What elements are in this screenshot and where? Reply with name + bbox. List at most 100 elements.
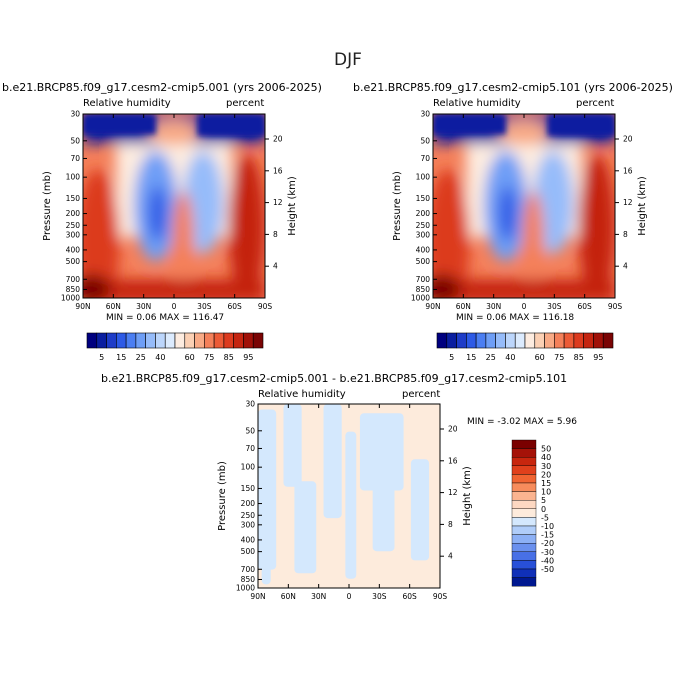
diff-colorbar-label: -10 <box>541 522 554 531</box>
panel1-y-tick-label: 500 <box>66 257 81 266</box>
diff-colorbar-swatch <box>511 491 537 501</box>
panel3-x-tick-label: 30S <box>372 592 387 601</box>
diff-colorbar-swatch <box>511 457 537 467</box>
panel2-colorbar-label: 25 <box>486 353 496 362</box>
panel2-units-label: percent <box>576 98 615 109</box>
panel3-title: b.e21.BRCP85.f09_g17.cesm2-cmip5.001 - b… <box>101 372 568 385</box>
panel1-colorbar: 5 15 25 40 60 75 85 95 <box>86 332 264 362</box>
diff-colorbar-label: -50 <box>541 565 554 574</box>
diff-colorbar-label: -20 <box>541 539 554 548</box>
diff-colorbar-swatch <box>511 439 537 449</box>
diff-negative-region <box>345 431 357 579</box>
diff-colorbar-swatch <box>511 577 537 587</box>
panel1-y2-tick-label: 16 <box>273 166 283 175</box>
panel2-moist-sp <box>578 154 615 298</box>
panel1-colorbar-swatch <box>86 332 98 349</box>
panel1-x-tick-label: 0 <box>172 302 177 311</box>
panel2-y2-tick-label: 12 <box>623 198 633 207</box>
panel1-y-tick-label: 50 <box>70 136 80 145</box>
panel2-colorbar-swatch <box>583 332 594 349</box>
panel2-surface-max <box>433 274 461 298</box>
diff-negative-region <box>359 413 404 491</box>
panel1-y-tick-label: 200 <box>66 209 81 218</box>
panel3-y2-tick-label: 16 <box>448 456 458 465</box>
diff-colorbar-swatch <box>511 474 537 484</box>
diff-field <box>258 404 440 588</box>
panel3-y2-tick-label: 12 <box>448 488 458 497</box>
panel1-colorbar-label: 5 <box>99 353 104 362</box>
panel2-colorbar-label: 75 <box>554 353 564 362</box>
panel2-colorbar-swatch <box>485 332 496 349</box>
panel2-strat-left <box>433 114 506 135</box>
panel1-colorbar-label: 15 <box>116 353 126 362</box>
panel2-colorbar-swatch <box>456 332 467 349</box>
panel3-y-axis-label: Pressure (mb) <box>217 461 228 531</box>
diff-colorbar-swatch <box>511 551 537 561</box>
panel2-field <box>433 114 615 298</box>
panel2-colorbar-label: 15 <box>466 353 476 362</box>
panel2-x-tick-label: 90N <box>425 302 440 311</box>
panel3-y-tick-label: 850 <box>241 575 256 584</box>
panel1-colorbar-swatch <box>252 332 264 349</box>
panel2-colorbar-label: 95 <box>593 353 603 362</box>
panel1-strat-left <box>83 114 156 135</box>
panel2-y-tick-label: 200 <box>416 209 431 218</box>
panel1-boundary-layer <box>83 279 265 298</box>
panel1-y-tick-label: 1000 <box>61 294 80 303</box>
panel3-units-label: percent <box>402 389 441 400</box>
diff-colorbar-swatch <box>511 508 537 518</box>
panel1-itcz <box>172 191 195 295</box>
panel1-colorbar-swatch <box>233 332 244 349</box>
panel2-colorbar: 5 15 25 40 60 75 85 95 <box>436 332 614 362</box>
panel2-y-tick-label: 500 <box>416 257 431 266</box>
panel1-colorbar-swatch <box>223 332 234 349</box>
diff-colorbar-label: -30 <box>541 548 554 557</box>
panel1-colorbar-swatch <box>106 332 117 349</box>
panel2-colorbar-swatch <box>495 332 506 349</box>
panel2-title: b.e21.BRCP85.f09_g17.cesm2-cmip5.101 (yr… <box>353 81 673 94</box>
panel3-y-tick-label: 150 <box>241 484 256 493</box>
figure-title: DJF <box>334 50 362 70</box>
panel2-y2-tick-label: 4 <box>623 262 628 271</box>
panel2-y-tick-label: 250 <box>416 221 431 230</box>
panel2-moist-np <box>433 169 470 298</box>
panel2-colorbar-swatch <box>544 332 555 349</box>
panel1-field-blend <box>83 114 265 298</box>
panel1-min-max: MIN = 0.06 MAX = 116.47 <box>106 313 225 323</box>
panel1-surface-max <box>83 274 111 298</box>
panel2-colorbar-swatch <box>466 332 477 349</box>
panel2-colorbar-swatch <box>475 332 487 349</box>
diff-colorbar-label: -15 <box>541 531 554 540</box>
panel1-dry-nh-core <box>148 185 167 241</box>
panel3-y-tick-label: 100 <box>241 463 256 472</box>
panel3-x-tick-label: 60N <box>281 592 296 601</box>
panel2-strat-blend <box>433 114 615 137</box>
panel3-min-max: MIN = -3.02 MAX = 5.96 <box>467 417 577 427</box>
panel1-colorbar-label: 85 <box>224 353 234 362</box>
panel1-y2-tick-label: 8 <box>273 230 278 239</box>
panel1-x-tick-label: 30S <box>197 302 212 311</box>
panel2-field-blend <box>433 114 615 298</box>
panel2-colorbar-label: 60 <box>535 353 545 362</box>
diff-colorbar-label: -5 <box>541 513 549 522</box>
panel2-colorbar-label: 5 <box>449 353 454 362</box>
panel3-y2-tick-label: 8 <box>448 520 453 529</box>
panel2-x-tick-label: 0 <box>522 302 527 311</box>
panel2-x-tick-label: 30S <box>547 302 562 311</box>
panel2-colorbar-swatch <box>524 332 536 349</box>
panel2-colorbar-swatch <box>602 332 614 349</box>
panel2-y-tick-label: 1000 <box>411 294 430 303</box>
panel3-y-tick-label: 50 <box>245 426 255 435</box>
panel1-y-tick-label: 250 <box>66 221 81 230</box>
panel2-strat-right <box>547 114 615 137</box>
panel1-colorbar-swatch <box>155 332 166 349</box>
panel2-colorbar-label: 40 <box>505 353 515 362</box>
panel1-colorbar-swatch <box>96 332 107 349</box>
panel2-tropopause-moist <box>498 119 550 146</box>
panel1-title: b.e21.BRCP85.f09_g17.cesm2-cmip5.001 (yr… <box>2 81 322 94</box>
panel2-colorbar-label: 85 <box>574 353 584 362</box>
panel3-y-tick-label: 500 <box>241 547 256 556</box>
panel2-x-tick-label: 60N <box>456 302 471 311</box>
